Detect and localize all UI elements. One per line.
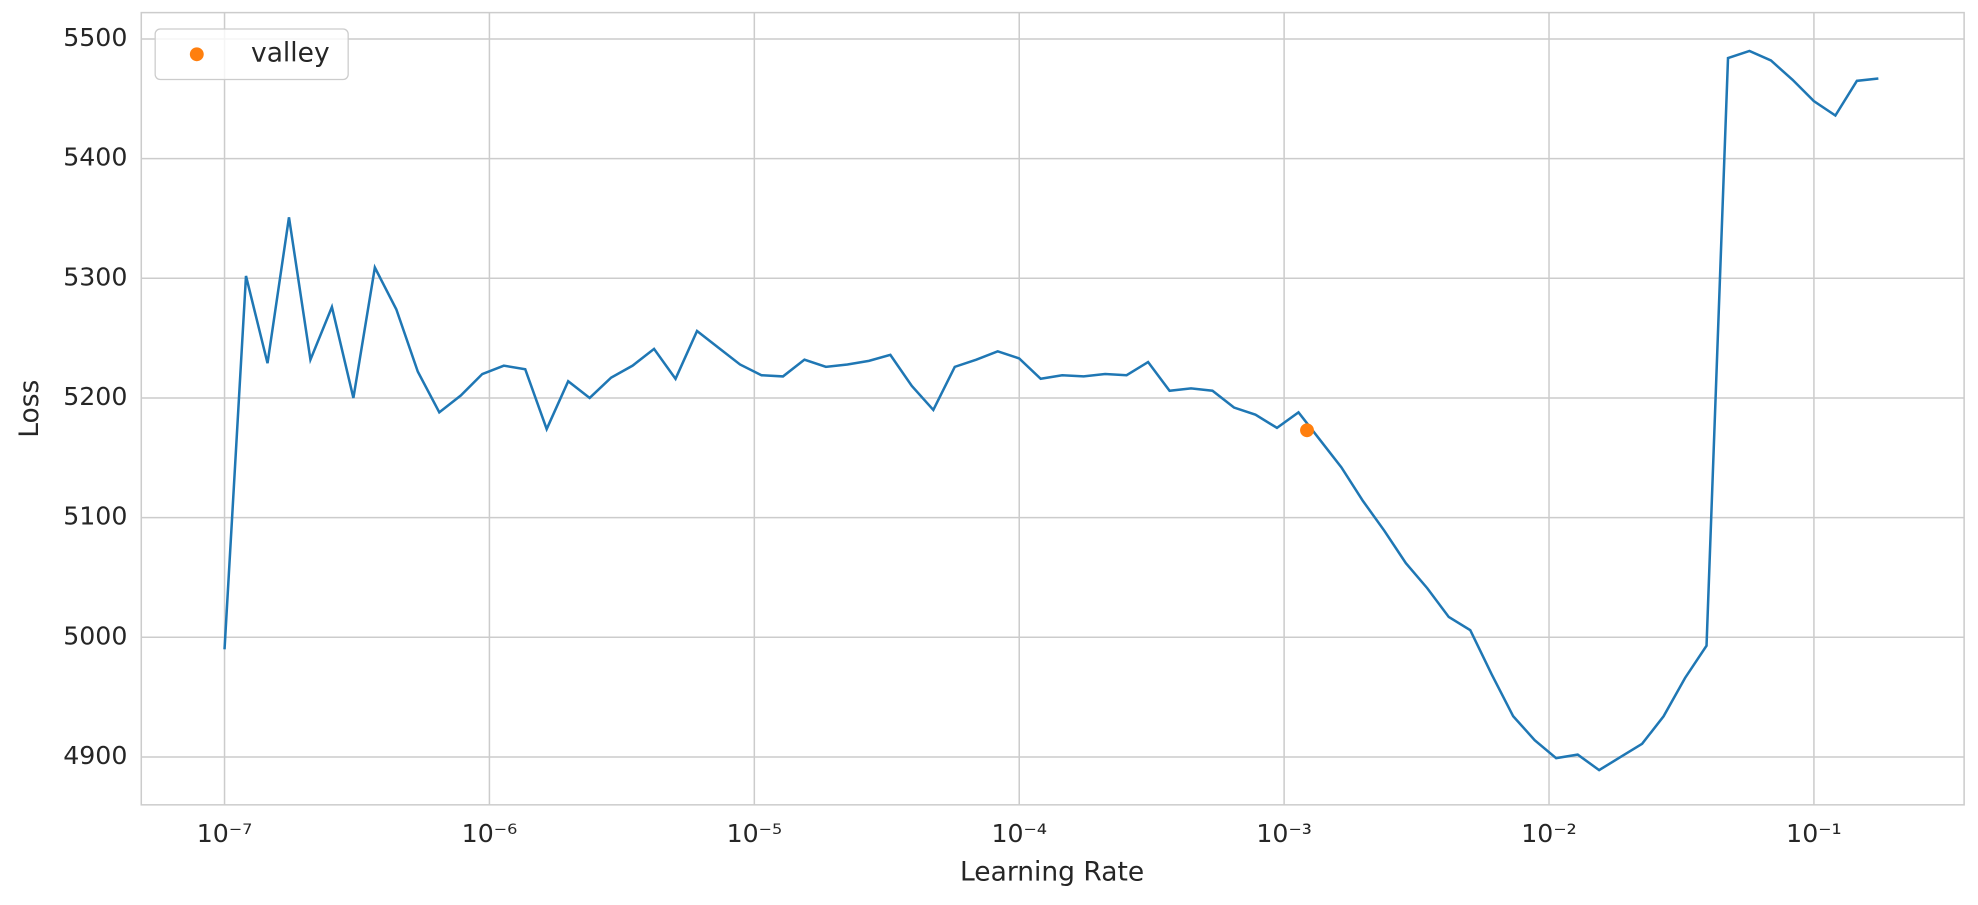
x-tick-label: 10⁻⁶ <box>462 819 518 848</box>
x-tick-label: 10⁻⁷ <box>197 819 253 848</box>
legend: valley <box>154 28 349 81</box>
x-tick-label: 10⁻⁵ <box>727 819 783 848</box>
x-tick-label: 10⁻¹ <box>1786 819 1842 848</box>
x-tick-label: 10⁻² <box>1521 819 1577 848</box>
legend-box <box>154 28 349 81</box>
x-axis-label: Learning Rate <box>960 856 1144 887</box>
legend-label: valley <box>251 38 330 69</box>
plot-frame <box>140 11 1965 806</box>
y-tick-label: 5300 <box>63 262 127 291</box>
y-axis-label: Loss <box>14 380 45 438</box>
legend-marker <box>189 47 204 62</box>
y-tick-label: 5200 <box>63 382 127 411</box>
loss-line <box>223 49 1879 772</box>
y-tick-label: 5100 <box>63 502 127 531</box>
valley-point <box>1300 423 1314 438</box>
y-tick-label: 4900 <box>63 741 127 770</box>
y-tick-label: 5400 <box>63 143 127 172</box>
y-tick-label: 5500 <box>63 23 127 52</box>
x-tick-label: 10⁻³ <box>1256 819 1312 848</box>
y-tick-label: 5000 <box>63 621 127 650</box>
x-tick-label: 10⁻⁴ <box>991 819 1047 848</box>
